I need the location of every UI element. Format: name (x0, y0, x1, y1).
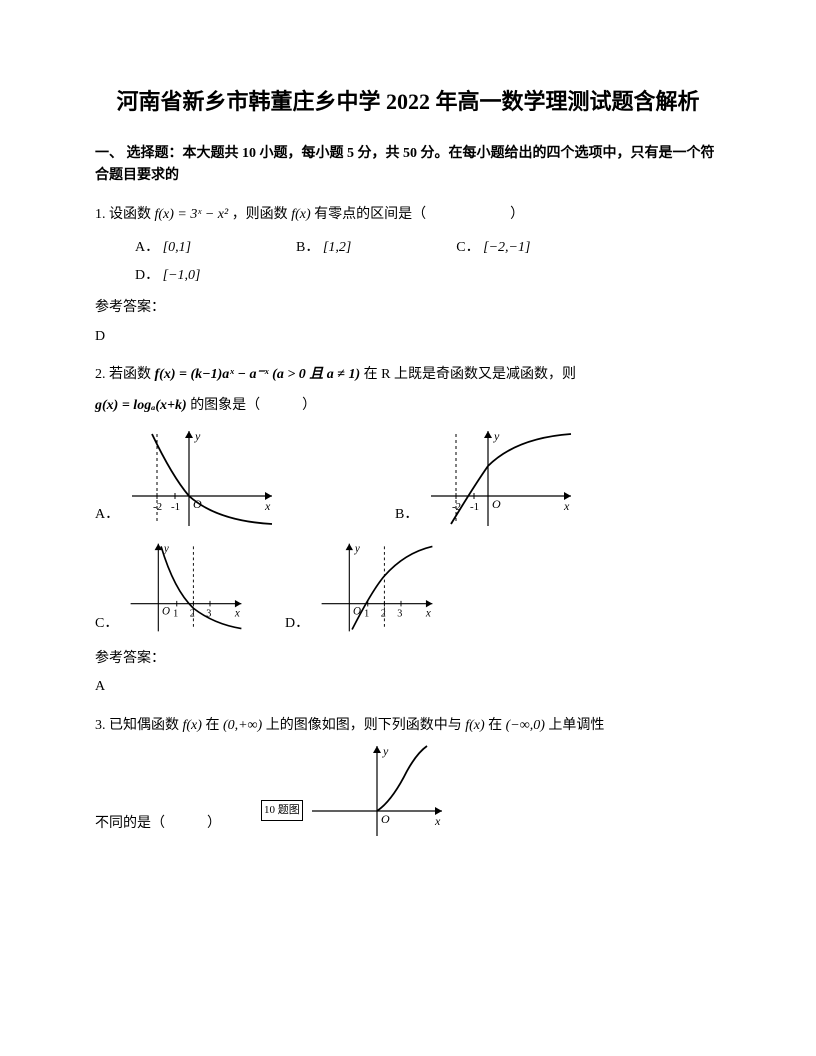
q1-choice-c-label: C． (456, 240, 479, 255)
section-header: 一、 选择题：本大题共 10 小题，每小题 5 分，共 50 分。在每小题给出的… (95, 143, 721, 188)
q3-mid3: 在 (488, 718, 506, 733)
q3-suffix: 上单调性 (548, 718, 604, 733)
svg-text:2: 2 (381, 608, 386, 619)
svg-text:y: y (194, 429, 201, 443)
svg-text:O: O (492, 497, 501, 511)
q1-suffix: 有零点的区间是（ ） (314, 207, 524, 222)
question-2: 2. 若函数 f(x) = (k−1)aˣ − a⁻ˣ (a > 0 且 a ≠… (95, 360, 721, 698)
question-3: 3. 已知偶函数 f(x) 在 (0,+∞) 上的图像如图，则下列函数中与 f(… (95, 711, 721, 842)
q1-mid: ，则函数 (232, 207, 292, 222)
svg-text:x: x (563, 499, 570, 513)
page-title: 河南省新乡市韩董庄乡中学 2022 年高一数学理测试题含解析 (95, 85, 721, 118)
q3-f1: f(x) (183, 718, 202, 733)
q3-fig-label: 10 题图 (261, 800, 303, 822)
q2-graph-d: xyO123 (317, 535, 437, 640)
q2-label-a: A． (95, 504, 127, 530)
q1-choice-b: B． [1,2] (296, 237, 351, 259)
q3-mid2: 上的图像如图，则下列函数中与 (266, 718, 466, 733)
q1-formula: f(x) = 3ˣ − x² (155, 207, 229, 222)
q2-prefix: 2. 若函数 (95, 367, 155, 382)
q1-answer-label: 参考答案： (95, 297, 721, 319)
svg-text:2: 2 (190, 608, 195, 619)
svg-text:-1: -1 (470, 501, 479, 513)
q2-formula: f(x) = (k−1)aˣ − a⁻ˣ (a > 0 且 a ≠ 1) (155, 367, 361, 382)
q2-formula2: g(x) = logₐ(x+k) (95, 398, 187, 413)
svg-text:y: y (354, 543, 360, 555)
q1-answer: D (95, 326, 721, 348)
svg-text:O: O (162, 605, 170, 617)
q3-graph: x y O (307, 741, 447, 841)
question-1: 1. 设函数 f(x) = 3ˣ − x² ，则函数 f(x) 有零点的区间是（… (95, 200, 721, 348)
q2-mid: 在 R 上既是奇函数又是减函数，则 (364, 367, 576, 382)
q1-choice-b-val: [1,2] (323, 240, 351, 255)
svg-text:y: y (493, 429, 500, 443)
q2-graph-c: xyO123 (126, 535, 246, 640)
q2-answer-label: 参考答案： (95, 648, 721, 670)
q2-label-b: B． (395, 504, 426, 530)
svg-text:3: 3 (397, 608, 402, 619)
q1-choice-a-val: [0,1] (163, 240, 191, 255)
svg-text:x: x (264, 499, 271, 513)
q1-choice-c-val: [−2,−1] (483, 240, 530, 255)
q1-choice-a-label: A． (135, 240, 159, 255)
q1-choice-c: C． [−2,−1] (456, 237, 530, 259)
q3-f2: f(x) (465, 718, 484, 733)
q1-choice-d: D． [−1,0] (95, 265, 721, 287)
svg-text:x: x (434, 814, 441, 828)
svg-text:y: y (382, 744, 389, 758)
q1-choice-a: A． [0,1] (135, 237, 191, 259)
q2-label-d: D． (285, 613, 317, 639)
q3-mid1: 在 (205, 718, 223, 733)
q1-choice-d-label: D． (135, 268, 159, 283)
q2-label-c: C． (95, 613, 126, 639)
q3-int1: (0,+∞) (223, 718, 262, 733)
svg-text:1: 1 (364, 608, 369, 619)
svg-text:1: 1 (173, 608, 178, 619)
svg-text:x: x (234, 607, 240, 619)
q2-graph-b: xyO-2-1 (426, 426, 576, 531)
svg-text:O: O (381, 812, 390, 826)
q3-int2: (−∞,0) (506, 718, 545, 733)
q2-graph-a: xyO-2-1 (127, 426, 277, 531)
q3-prefix: 3. 已知偶函数 (95, 718, 183, 733)
svg-text:x: x (425, 607, 431, 619)
svg-text:-2: -2 (153, 501, 162, 513)
q1-formula2: f(x) (291, 207, 310, 222)
q1-choice-d-val: [−1,0] (163, 268, 201, 283)
svg-text:-1: -1 (171, 501, 180, 513)
q2-suffix: 的图象是（ ） (190, 398, 316, 413)
q1-prefix: 1. 设函数 (95, 207, 155, 222)
q2-answer: A (95, 676, 721, 698)
q3-bottom: 不同的是（ ） (95, 813, 221, 841)
q1-choice-b-label: B． (296, 240, 319, 255)
